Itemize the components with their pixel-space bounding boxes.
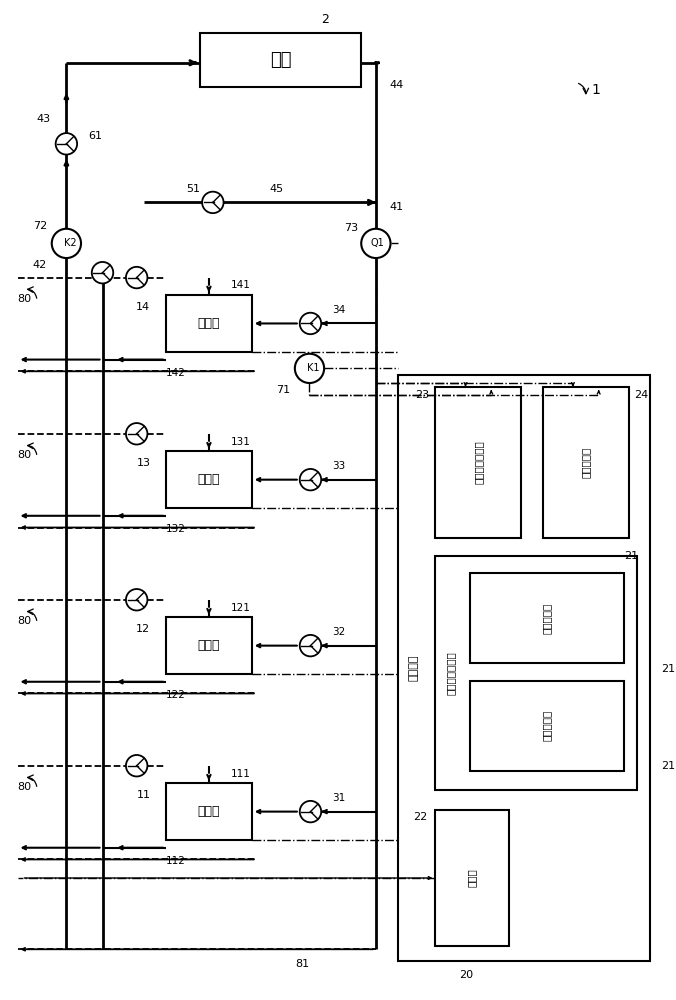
Text: 32: 32 xyxy=(332,627,345,637)
Text: 控制装置: 控制装置 xyxy=(409,655,419,681)
Text: 24: 24 xyxy=(635,390,649,400)
Bar xyxy=(166,295,252,352)
Text: 20: 20 xyxy=(460,970,474,980)
Circle shape xyxy=(202,192,224,213)
Text: 121: 121 xyxy=(231,603,250,613)
Text: K1: K1 xyxy=(307,363,320,373)
Text: 13: 13 xyxy=(137,458,150,468)
Text: 71: 71 xyxy=(276,385,290,395)
Text: 80: 80 xyxy=(18,294,32,304)
Text: 制冷机: 制冷机 xyxy=(197,473,220,486)
Text: 61: 61 xyxy=(88,131,102,141)
Text: 14: 14 xyxy=(137,302,150,312)
Circle shape xyxy=(299,801,321,822)
Circle shape xyxy=(299,313,321,334)
Text: 81: 81 xyxy=(295,959,310,969)
Text: 制冷机: 制冷机 xyxy=(197,805,220,818)
Circle shape xyxy=(126,755,147,776)
Text: 运行台数控制部: 运行台数控制部 xyxy=(446,651,456,695)
Circle shape xyxy=(126,423,147,445)
Bar xyxy=(200,33,361,87)
Circle shape xyxy=(55,133,77,155)
Text: 45: 45 xyxy=(269,184,283,194)
Text: 131: 131 xyxy=(231,437,250,447)
Text: 冷水温度获取部: 冷水温度获取部 xyxy=(473,441,483,484)
Text: 211: 211 xyxy=(661,664,676,674)
Circle shape xyxy=(126,589,147,610)
Text: 通信部: 通信部 xyxy=(467,869,477,887)
Bar xyxy=(435,810,508,946)
Bar xyxy=(470,573,624,663)
Text: 44: 44 xyxy=(389,80,404,90)
Text: 减级判断部: 减级判断部 xyxy=(541,710,552,741)
Text: 73: 73 xyxy=(344,223,358,233)
Bar xyxy=(166,451,252,508)
Text: Q1: Q1 xyxy=(371,238,385,248)
Text: 制冷机: 制冷机 xyxy=(197,639,220,652)
Circle shape xyxy=(92,262,114,283)
Circle shape xyxy=(52,229,81,258)
Text: 43: 43 xyxy=(37,114,51,124)
Text: 21: 21 xyxy=(625,551,639,561)
Text: 212: 212 xyxy=(661,761,676,771)
Bar xyxy=(435,387,521,538)
Text: 80: 80 xyxy=(18,616,32,626)
Text: 51: 51 xyxy=(187,184,200,194)
Bar xyxy=(543,387,629,538)
Text: 22: 22 xyxy=(413,812,428,822)
Text: 负载: 负载 xyxy=(270,51,291,69)
Text: 11: 11 xyxy=(137,790,150,800)
Text: 2: 2 xyxy=(320,13,329,26)
Bar xyxy=(166,617,252,674)
Text: 增级判断部: 增级判断部 xyxy=(541,603,552,634)
Text: 80: 80 xyxy=(18,782,32,792)
Text: 72: 72 xyxy=(32,221,47,231)
Text: 141: 141 xyxy=(231,280,250,290)
Text: 80: 80 xyxy=(18,450,32,460)
Text: 23: 23 xyxy=(416,390,429,400)
Circle shape xyxy=(361,229,391,258)
Circle shape xyxy=(299,469,321,490)
Bar xyxy=(166,783,252,840)
Bar xyxy=(435,556,637,790)
Text: 122: 122 xyxy=(166,690,186,700)
Text: 132: 132 xyxy=(166,524,186,534)
Text: K2: K2 xyxy=(64,238,76,248)
Circle shape xyxy=(295,354,324,383)
Circle shape xyxy=(126,267,147,288)
Text: 31: 31 xyxy=(332,793,345,803)
Text: 制冷机: 制冷机 xyxy=(197,317,220,330)
Text: 12: 12 xyxy=(137,624,150,634)
Text: 流量获取部: 流量获取部 xyxy=(581,447,591,478)
Text: 1: 1 xyxy=(591,83,600,97)
Circle shape xyxy=(299,635,321,656)
Text: 112: 112 xyxy=(166,856,186,866)
Bar xyxy=(470,681,624,771)
Text: 142: 142 xyxy=(166,368,186,378)
Text: 41: 41 xyxy=(389,202,404,212)
Text: 34: 34 xyxy=(332,305,345,315)
Text: 33: 33 xyxy=(332,461,345,471)
Text: 111: 111 xyxy=(231,769,250,779)
Bar xyxy=(398,375,650,961)
Text: 42: 42 xyxy=(32,260,47,270)
